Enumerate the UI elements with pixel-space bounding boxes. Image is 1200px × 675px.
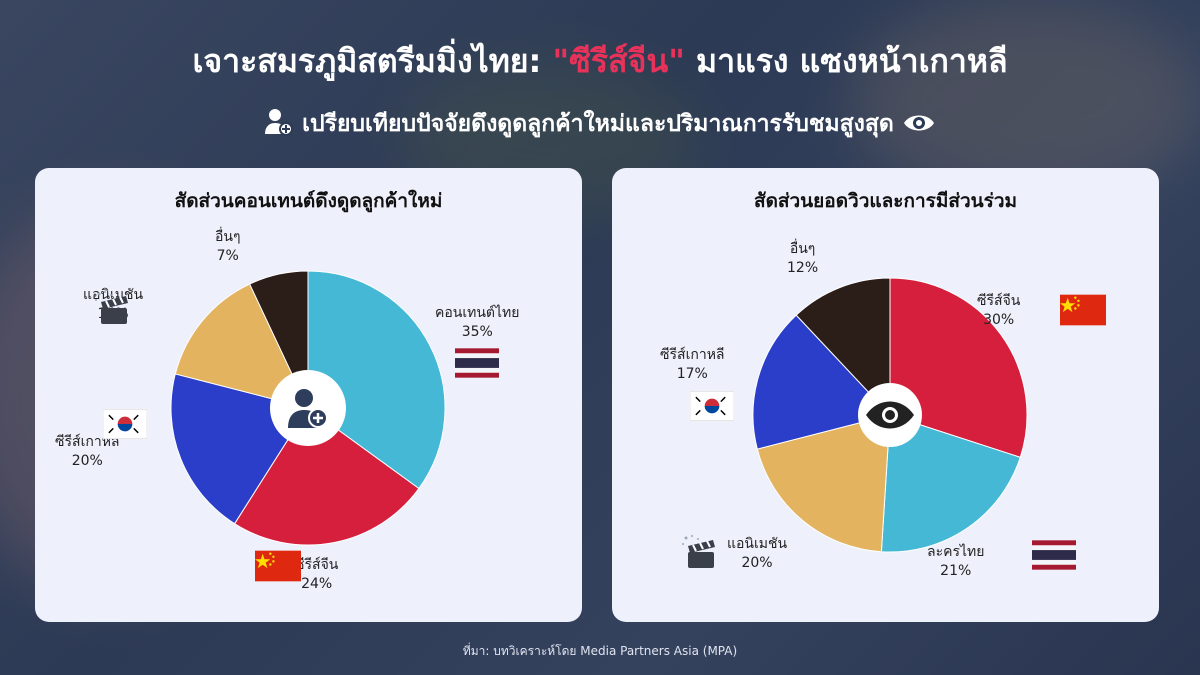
subtitle: เปรียบเทียบปัจจัยดึงดูดลูกค้าใหม่และปริม… — [0, 106, 1200, 142]
source-note: ที่มา: บทวิเคราะห์โดย Media Partners Asi… — [462, 644, 738, 658]
slice-label: ละครไทย 21% — [927, 543, 984, 581]
slice-label: แอนิเมชัน 20% — [727, 535, 787, 573]
slice-category: อื่นๆ — [789, 241, 816, 257]
slice-value: 24% — [301, 576, 333, 592]
pie-chart — [170, 270, 446, 546]
title-highlight: "ซีรีส์จีน" — [552, 42, 685, 80]
eye-icon — [866, 401, 914, 429]
user-plus-icon — [265, 109, 294, 136]
pie-slice — [889, 277, 1028, 458]
new-customer-chart-card: สัดส่วนคอนเทนต์ดึงดูดลูกค้าใหม่ คอนเทนต์… — [35, 168, 582, 622]
slice-label: ซีรีส์เกาหลี 17% — [660, 346, 725, 384]
slice-value: 17% — [676, 366, 708, 382]
slice-label: คอนเทนต์ไทย 35% — [435, 304, 520, 342]
slice-label: อื่นๆ 7% — [215, 228, 241, 266]
slice-value: 20% — [741, 555, 773, 571]
slice-value: 35% — [461, 324, 493, 340]
pie-slice — [752, 314, 891, 450]
slice-category: แอนิเมชัน — [83, 287, 144, 303]
title-text: เจาะสมรภูมิสตรีมมิ่งไทย: — [192, 42, 553, 80]
eye-icon — [903, 115, 934, 131]
slice-category: ซีรีส์เกาหลี — [660, 347, 725, 363]
slice-value: 21% — [940, 563, 972, 579]
chart-title: สัดส่วนคอนเทนต์ดึงดูดลูกค้าใหม่ — [174, 190, 443, 212]
title-text-end: มาแรง แซงหน้าเกาหลี — [684, 42, 1008, 80]
center-circle — [270, 370, 346, 446]
pie-slice — [174, 283, 309, 409]
slice-value: 7% — [216, 248, 239, 264]
slice-category: ซีรีส์จีน — [295, 557, 339, 573]
slice-value: 30% — [983, 312, 1015, 328]
views-chart-card: สัดส่วนยอดวิวและการมีส่วนร่วม ซีรีส์จีน 3… — [612, 168, 1159, 622]
chart-title: สัดส่วนยอดวิวและการมีส่วนร่วม — [753, 190, 1018, 212]
slice-label: ซีรีส์จีน 30% — [977, 292, 1020, 330]
slice-category: คอนเทนต์ไทย — [435, 305, 520, 321]
user-plus-icon — [288, 389, 328, 428]
pie-slice — [756, 414, 891, 553]
pie-chart — [752, 277, 1028, 553]
page-title: เจาะสมรภูมิสตรีมมิ่งไทย: "ซีรีส์จีน" มาแ… — [0, 36, 1200, 87]
slice-value: 20% — [71, 453, 103, 469]
pie-slice — [307, 270, 446, 490]
slice-category: แอนิเมชัน — [727, 536, 788, 552]
pie-slice — [795, 277, 891, 417]
slice-label: ซีรีส์จีน 24% — [295, 556, 338, 594]
slice-category: ละครไทย — [927, 544, 985, 560]
pie-slice — [233, 407, 420, 546]
pie-slice — [880, 414, 1021, 553]
slice-label: อื่นๆ 12% — [787, 240, 818, 278]
slice-category: ซีรีส์จีน — [977, 293, 1021, 309]
subtitle-text: เปรียบเทียบปัจจัยดึงดูดลูกค้าใหม่และปริม… — [302, 111, 894, 137]
slice-category: อื่นๆ — [215, 229, 241, 245]
slice-value: 12% — [787, 260, 819, 276]
